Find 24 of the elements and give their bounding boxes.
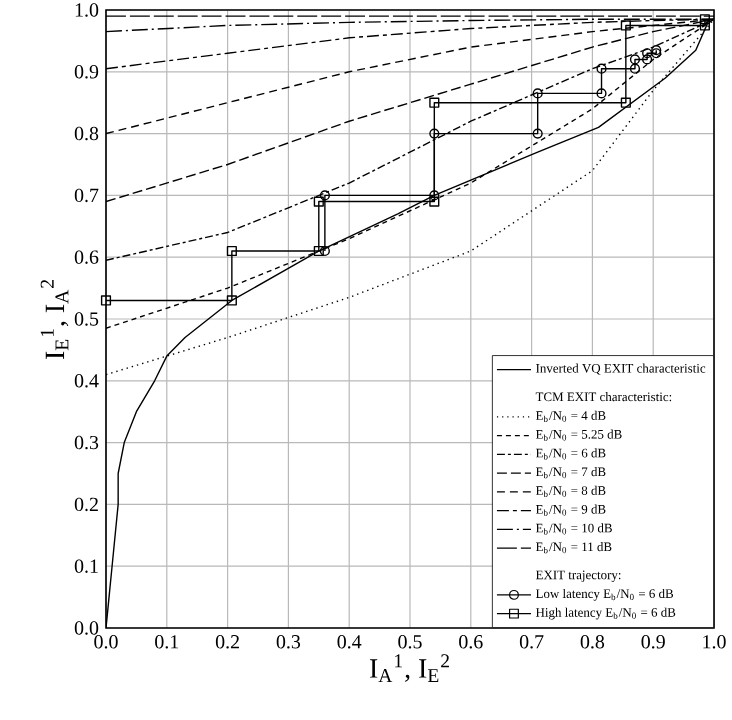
x-tick-label: 1.0 bbox=[703, 635, 726, 649]
x-tick-label: 0.3 bbox=[276, 635, 301, 649]
y-tick-label: 0.6 bbox=[74, 250, 99, 264]
y-tick-label: 0.0 bbox=[74, 621, 99, 635]
y-tick-label: 0.7 bbox=[74, 188, 99, 203]
y-tick-label: 0.8 bbox=[74, 126, 99, 141]
y-tick-label: 0.1 bbox=[74, 559, 98, 573]
y-tick-label: 1.0 bbox=[75, 3, 99, 17]
x-axis-title: I$_{A}$$^{1}$, I$_{E}$2 bbox=[369, 654, 449, 682]
x-tick-label: 0.2 bbox=[215, 635, 239, 649]
y-axis-title: I$_{E}$$^{1}$, I$_{A}$2 bbox=[40, 280, 69, 360]
x-tick-label: 0.9 bbox=[641, 635, 665, 649]
x-tick-label: 0.1 bbox=[155, 635, 179, 649]
y-tick-label: 0.2 bbox=[74, 497, 98, 512]
x-tick-label: 0.0 bbox=[94, 635, 118, 649]
y-tick-label: 0.4 bbox=[74, 374, 99, 388]
x-tick-label: 0.5 bbox=[398, 635, 422, 649]
y-tick-label: 0.5 bbox=[74, 312, 99, 326]
y-tick-label: 0.3 bbox=[74, 435, 99, 450]
y-tick-label: 0.9 bbox=[74, 65, 99, 79]
x-tick-label: 0.4 bbox=[337, 635, 362, 649]
x-tick-label: 0.7 bbox=[519, 635, 544, 649]
x-tick-label: 0.8 bbox=[580, 635, 605, 649]
x-tick-label: 0.6 bbox=[459, 635, 483, 649]
